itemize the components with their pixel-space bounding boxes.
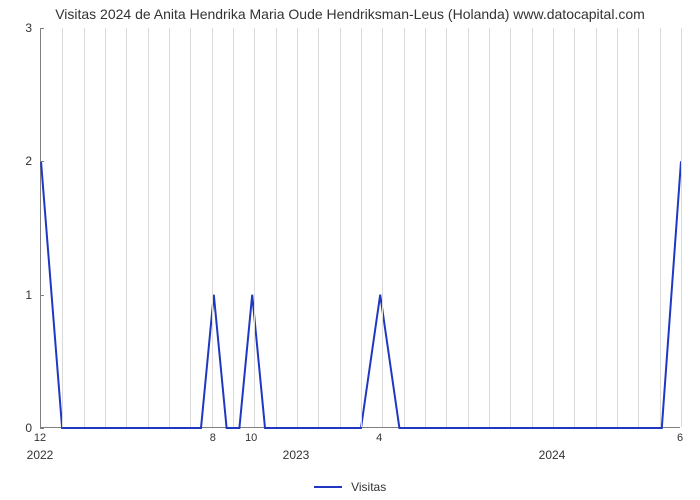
gridline-v bbox=[340, 28, 341, 427]
gridline-v bbox=[84, 28, 85, 427]
gridline-v bbox=[105, 28, 106, 427]
gridline-v bbox=[532, 28, 533, 427]
gridline-v bbox=[638, 28, 639, 427]
x-minor-label: 12 bbox=[34, 432, 46, 444]
gridline-v bbox=[254, 28, 255, 427]
gridline-v bbox=[489, 28, 490, 427]
gridline-v bbox=[446, 28, 447, 427]
plot-area bbox=[40, 28, 680, 428]
gridline-v bbox=[169, 28, 170, 427]
legend-label: Visitas bbox=[351, 480, 386, 494]
gridline-v bbox=[404, 28, 405, 427]
gridline-v bbox=[148, 28, 149, 427]
gridline-v bbox=[596, 28, 597, 427]
chart-title: Visitas 2024 de Anita Hendrika Maria Oud… bbox=[0, 6, 700, 22]
gridline-v bbox=[382, 28, 383, 427]
x-minor-label: 8 bbox=[210, 432, 216, 444]
legend: Visitas bbox=[0, 479, 700, 494]
gridline-v bbox=[190, 28, 191, 427]
gridline-v bbox=[510, 28, 511, 427]
gridline-v bbox=[468, 28, 469, 427]
y-tick-label: 2 bbox=[0, 154, 40, 168]
x-minor-label: 10 bbox=[245, 432, 257, 444]
legend-swatch bbox=[314, 486, 342, 488]
gridline-v bbox=[681, 28, 682, 427]
gridline-v bbox=[318, 28, 319, 427]
gridline-v bbox=[553, 28, 554, 427]
gridline-v bbox=[425, 28, 426, 427]
gridline-v bbox=[361, 28, 362, 427]
gridline-v bbox=[126, 28, 127, 427]
gridline-v bbox=[660, 28, 661, 427]
gridline-v bbox=[617, 28, 618, 427]
gridline-v bbox=[276, 28, 277, 427]
y-tick-label: 1 bbox=[0, 288, 40, 302]
x-major-label: 2024 bbox=[539, 448, 566, 462]
gridline-v bbox=[233, 28, 234, 427]
gridline-v bbox=[574, 28, 575, 427]
gridline-v bbox=[297, 28, 298, 427]
x-major-label: 2023 bbox=[283, 448, 310, 462]
y-tick-label: 3 bbox=[0, 21, 40, 35]
x-major-label: 2022 bbox=[27, 448, 54, 462]
x-minor-label: 4 bbox=[376, 432, 382, 444]
x-minor-label: 6 bbox=[677, 432, 683, 444]
gridline-v bbox=[212, 28, 213, 427]
gridline-v bbox=[62, 28, 63, 427]
chart-container: Visitas 2024 de Anita Hendrika Maria Oud… bbox=[0, 0, 700, 500]
